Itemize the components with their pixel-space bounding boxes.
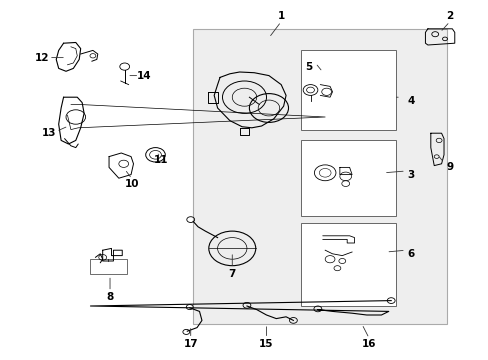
Text: 10: 10 bbox=[124, 179, 139, 189]
Text: 17: 17 bbox=[183, 339, 198, 349]
Text: 3: 3 bbox=[407, 170, 413, 180]
Text: 15: 15 bbox=[259, 339, 273, 349]
Text: 13: 13 bbox=[41, 128, 56, 138]
Text: 6: 6 bbox=[407, 249, 413, 259]
Text: 5: 5 bbox=[305, 62, 312, 72]
Bar bbox=[90, 259, 127, 274]
Bar bbox=[300, 140, 395, 216]
Text: 1: 1 bbox=[277, 11, 284, 21]
Bar bbox=[300, 50, 395, 130]
Text: 9: 9 bbox=[446, 162, 452, 172]
Text: 4: 4 bbox=[406, 96, 414, 106]
Bar bbox=[193, 29, 447, 324]
Text: 2: 2 bbox=[446, 11, 452, 21]
Bar bbox=[300, 223, 395, 306]
Text: 14: 14 bbox=[137, 71, 151, 81]
Text: 8: 8 bbox=[106, 292, 113, 302]
Text: 16: 16 bbox=[361, 339, 376, 349]
Text: 7: 7 bbox=[228, 269, 236, 279]
Text: 11: 11 bbox=[154, 155, 168, 165]
Text: 12: 12 bbox=[34, 53, 49, 63]
